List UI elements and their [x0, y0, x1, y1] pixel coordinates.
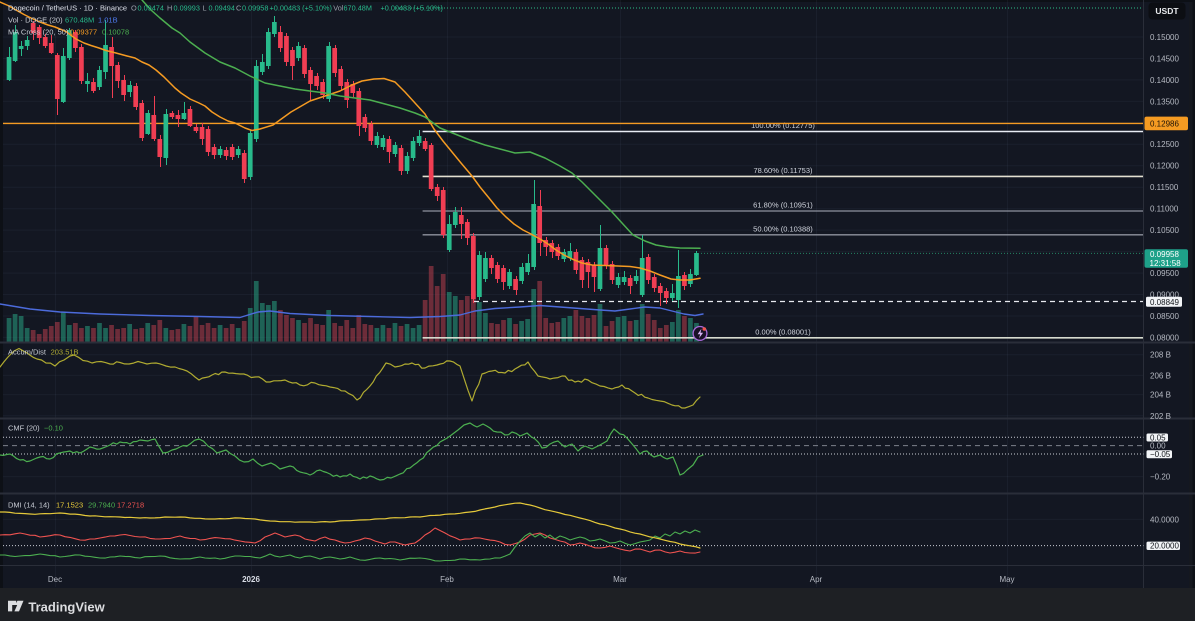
svg-text:Vol: Vol	[333, 4, 344, 13]
svg-text:0.14000: 0.14000	[1150, 76, 1179, 85]
svg-text:Mar: Mar	[613, 575, 627, 584]
svg-text:0.08000: 0.08000	[1150, 333, 1179, 342]
svg-text:0.08500: 0.08500	[1150, 312, 1179, 321]
svg-text:0.09000: 0.09000	[1150, 290, 1179, 299]
svg-text:Dogecoin / TetherUS · 1D · Bin: Dogecoin / TetherUS · 1D · Binance	[8, 4, 127, 13]
svg-text:0.15000: 0.15000	[1150, 33, 1179, 42]
svg-text:206 B: 206 B	[1150, 371, 1171, 380]
svg-text:208 B: 208 B	[1150, 351, 1171, 360]
svg-text:670.48M: 670.48M	[344, 4, 372, 13]
svg-text:−0.10: −0.10	[44, 424, 63, 433]
svg-text:61.80% (0.10951): 61.80% (0.10951)	[753, 201, 813, 210]
svg-text:0.08849: 0.08849	[1150, 298, 1179, 307]
svg-text:+0.00483 (+5.10%): +0.00483 (+5.10%)	[270, 4, 332, 13]
svg-text:0.09500: 0.09500	[1150, 269, 1179, 278]
svg-text:MA Cross (20, 50): MA Cross (20, 50)	[8, 28, 69, 37]
svg-text:−0.05: −0.05	[1150, 450, 1171, 459]
svg-text:0.12500: 0.12500	[1150, 140, 1179, 149]
svg-text:202 B: 202 B	[1150, 412, 1171, 421]
svg-text:2026: 2026	[242, 575, 260, 584]
svg-text:USDT: USDT	[1155, 6, 1179, 16]
svg-text:0.09993: 0.09993	[174, 4, 200, 13]
svg-text:0.14500: 0.14500	[1150, 54, 1179, 63]
svg-text:78.60% (0.11753): 78.60% (0.11753)	[753, 166, 813, 175]
svg-text:Dec: Dec	[48, 575, 62, 584]
svg-text:17.2718: 17.2718	[117, 501, 144, 510]
svg-text:0.10500: 0.10500	[1150, 226, 1179, 235]
svg-text:204 B: 204 B	[1150, 391, 1171, 400]
svg-text:0.12986: 0.12986	[1150, 120, 1179, 129]
svg-text:0.10078: 0.10078	[102, 28, 129, 37]
svg-text:100.00% (0.12775): 100.00% (0.12775)	[751, 121, 815, 130]
svg-text:12:31:58: 12:31:58	[1150, 259, 1182, 268]
svg-text:0.05: 0.05	[1150, 433, 1166, 442]
svg-text:0.12000: 0.12000	[1150, 162, 1179, 171]
svg-text:C: C	[236, 4, 241, 13]
svg-text:−0.20: −0.20	[1150, 473, 1171, 482]
svg-text:0.09494: 0.09494	[209, 4, 235, 13]
svg-text:May: May	[999, 575, 1014, 584]
svg-text:CMF (20): CMF (20)	[8, 424, 40, 433]
svg-text:1.01B: 1.01B	[98, 16, 118, 25]
svg-text:TradingView: TradingView	[28, 599, 105, 614]
svg-text:670.48M: 670.48M	[65, 16, 94, 25]
svg-text:17.1523: 17.1523	[56, 501, 83, 510]
svg-text:40.0000: 40.0000	[1150, 515, 1179, 524]
svg-text:50.00% (0.10388): 50.00% (0.10388)	[753, 224, 813, 233]
svg-text:20.0000: 20.0000	[1150, 542, 1179, 551]
svg-text:203.51B: 203.51B	[51, 348, 79, 357]
svg-text:0.09958: 0.09958	[242, 4, 268, 13]
svg-text:H: H	[167, 4, 172, 13]
svg-text:0.11000: 0.11000	[1150, 205, 1179, 214]
svg-text:29.7940: 29.7940	[88, 501, 115, 510]
svg-text:0.00% (0.08001): 0.00% (0.08001)	[755, 327, 811, 336]
svg-text:Feb: Feb	[440, 575, 454, 584]
svg-text:O: O	[131, 4, 137, 13]
svg-text:0.11500: 0.11500	[1150, 183, 1179, 192]
svg-text:0.09377: 0.09377	[70, 28, 97, 37]
svg-text:L: L	[203, 4, 207, 13]
svg-text:+0.00483 (+5.10%): +0.00483 (+5.10%)	[381, 4, 443, 13]
svg-text:Apr: Apr	[810, 575, 823, 584]
svg-text:Accum/Dist: Accum/Dist	[8, 348, 47, 357]
svg-text:0.09474: 0.09474	[138, 4, 164, 13]
svg-text:0.00: 0.00	[1150, 442, 1166, 451]
svg-text:0.13500: 0.13500	[1150, 97, 1179, 106]
svg-text:0.09958: 0.09958	[1150, 250, 1179, 259]
svg-text:Vol · DOGE (20): Vol · DOGE (20)	[8, 16, 63, 25]
svg-text:DMI (14, 14): DMI (14, 14)	[8, 501, 50, 510]
